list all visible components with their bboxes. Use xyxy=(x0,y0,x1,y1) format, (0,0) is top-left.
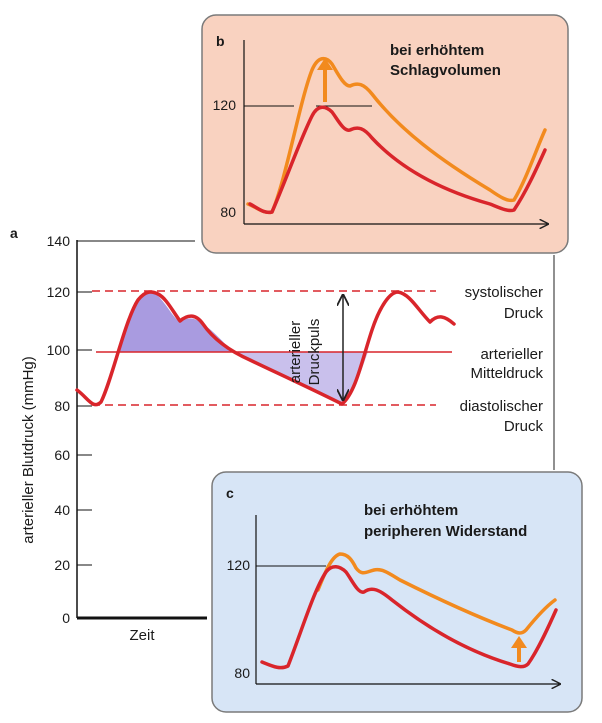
panel-c-red-curve xyxy=(260,565,558,670)
panel-c-tick-120: 120 xyxy=(227,557,251,573)
systolic-area-fill xyxy=(118,291,233,352)
panel-c-orange-curve xyxy=(316,552,557,635)
panel-c-tick-80: 80 xyxy=(234,665,250,681)
panel-a-x-axis-label: Zeit xyxy=(129,627,155,644)
panel-c-title-line1: bei erhöhtem xyxy=(364,502,458,519)
panel-b-title-line1: bei erhöhtem xyxy=(390,42,484,59)
systolic-label-line1: systolischer xyxy=(465,284,543,301)
pressure-curve-a xyxy=(75,290,456,407)
panel-b-orange-curve xyxy=(246,56,547,215)
tick-label-120: 120 xyxy=(47,284,71,300)
tick-label-40: 40 xyxy=(54,502,70,518)
tick-label-60: 60 xyxy=(54,447,70,463)
mean-label-line2: Mitteldruck xyxy=(470,365,543,382)
panel-b-increase-arrow-icon xyxy=(317,58,333,70)
panel-b-letter: b xyxy=(216,33,225,49)
mean-label-line1: arterieller xyxy=(480,346,543,363)
panel-a-letter: a xyxy=(10,225,18,241)
panel-c: c bei erhöhtem peripheren Widerstand 120… xyxy=(211,471,583,713)
tick-label-100: 100 xyxy=(47,342,71,358)
tick-label-20: 20 xyxy=(54,557,70,573)
tick-label-80: 80 xyxy=(54,398,70,414)
pulse-label-line1: arterieller xyxy=(287,321,304,384)
panel-a-y-axis-label: arterieller Blutdruck (mmHg) xyxy=(20,356,37,544)
panel-a-y-ticks xyxy=(77,291,92,566)
panel-c-title-line2: peripheren Widerstand xyxy=(364,523,527,540)
panel-c-increase-arrow-icon xyxy=(511,636,527,648)
panel-b: b bei erhöhtem Schlagvolumen 120 80 xyxy=(201,14,569,254)
pulse-label-line2: Druckpuls xyxy=(306,319,323,386)
panel-b-tick-80: 80 xyxy=(220,204,236,220)
panel-b-title-line2: Schlagvolumen xyxy=(390,62,501,79)
panel-c-box xyxy=(211,471,583,713)
systolic-label-line2: Druck xyxy=(504,305,544,322)
tick-label-140: 140 xyxy=(47,233,71,249)
diastolic-area-fill xyxy=(233,352,368,404)
panel-a: a 140 120 100 80 60 40 20 0 arterieller … xyxy=(10,225,555,644)
panel-c-letter: c xyxy=(226,485,234,501)
pulse-label: arterieller Druckpuls xyxy=(287,319,323,386)
panel-b-tick-120: 120 xyxy=(213,97,237,113)
diastolic-label-line1: diastolischer xyxy=(460,398,543,415)
tick-label-0: 0 xyxy=(62,610,70,626)
panel-b-red-curve xyxy=(248,105,547,215)
panel-a-y-tick-labels: 140 120 100 80 60 40 20 0 xyxy=(47,233,71,626)
diastolic-label-line2: Druck xyxy=(504,418,544,435)
panel-b-box xyxy=(201,14,569,254)
